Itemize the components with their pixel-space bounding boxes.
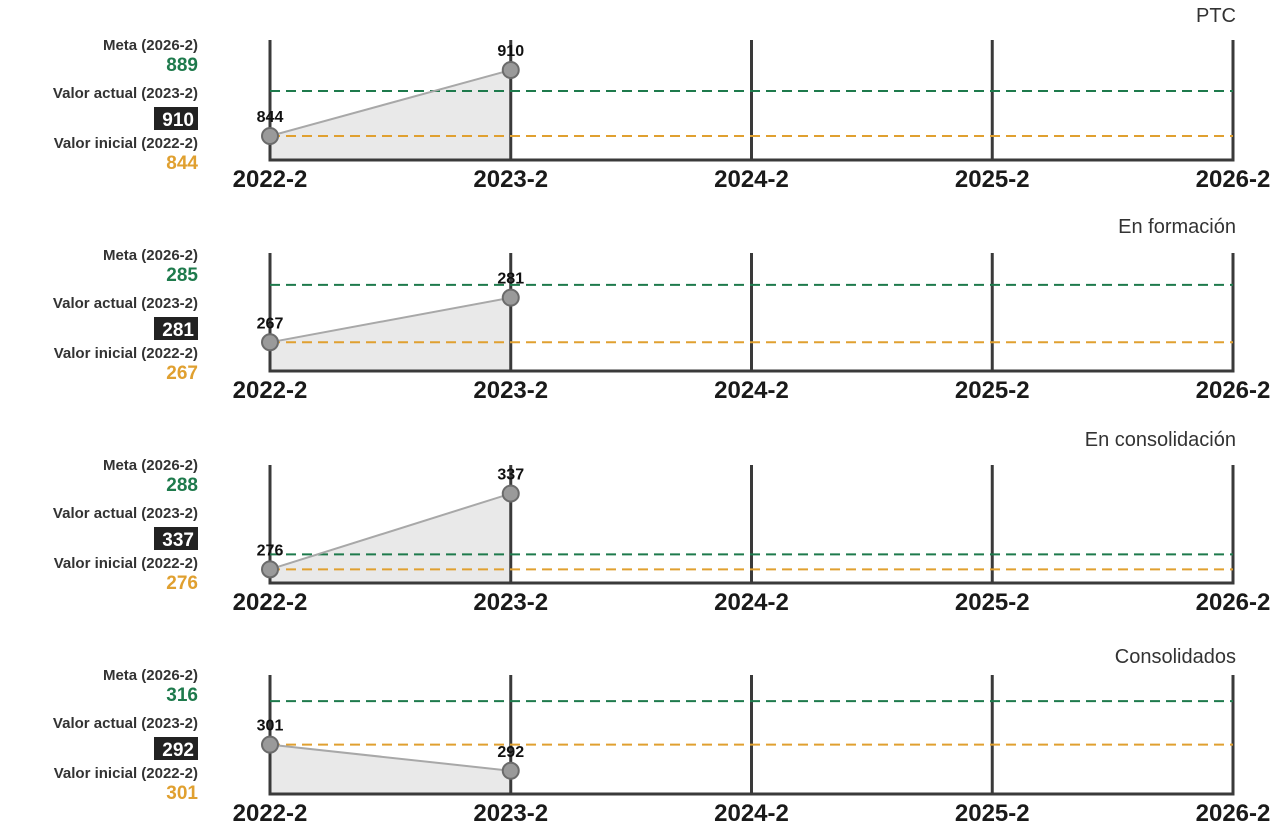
panel-3: En consolidación 276 337 2022-2 2023-2 2024-2… [53,429,1270,616]
x-tick-label: 2026-2 [1196,166,1271,193]
data-label: 301 [257,718,284,735]
actual-value: 281 [162,320,194,341]
data-label: 844 [257,109,284,126]
data-point [261,127,279,145]
data-label: 337 [497,467,524,484]
data-label: 292 [497,744,524,761]
series-line [269,492,512,571]
x-tick-label: 2023-2 [473,589,548,616]
actual-value: 337 [162,530,194,551]
meta-value: 288 [166,475,198,496]
actual-value-badge [154,527,198,550]
x-tick-label: 2022-2 [233,377,308,404]
x-tick-label: 2024-2 [714,166,789,193]
data-point [501,761,520,780]
initial-label: Valor inicial (2022-2) [54,135,198,152]
initial-value: 844 [166,153,198,174]
meta-label: Meta (2026-2) [103,457,198,474]
actual-label: Valor actual (2023-2) [53,85,198,102]
data-label: 276 [257,542,284,559]
x-tick-label: 2022-2 [233,589,308,616]
meta-label: Meta (2026-2) [103,247,198,264]
x-tick-label: 2023-2 [473,800,548,827]
data-point [261,735,279,754]
actual-value: 910 [162,110,194,131]
initial-label: Valor inicial (2022-2) [54,555,198,572]
x-tick-label: 2024-2 [714,377,789,404]
meta-label: Meta (2026-2) [103,667,198,684]
actual-value-badge [154,317,198,340]
meta-value: 889 [166,55,198,76]
data-label: 281 [497,271,524,288]
data-point [501,61,520,79]
data-point [501,484,520,503]
panel-title: En consolidación [1085,429,1236,451]
x-tick-label: 2024-2 [714,800,789,827]
x-tick-label: 2026-2 [1196,589,1271,616]
actual-label: Valor actual (2023-2) [53,505,198,522]
x-tick-label: 2025-2 [955,589,1030,616]
series-line [269,69,512,137]
x-tick-label: 2026-2 [1196,377,1271,404]
actual-value-badge [154,107,198,130]
x-tick-label: 2025-2 [955,377,1030,404]
data-point [501,288,520,307]
x-tick-label: 2024-2 [714,589,789,616]
series-line [269,296,511,344]
meta-value: 316 [166,685,198,706]
data-label: 910 [497,43,524,60]
x-tick-label: 2022-2 [233,800,308,827]
x-tick-label: 2023-2 [473,166,548,193]
initial-value: 301 [166,783,198,804]
series-area [270,493,511,583]
data-point [261,560,279,579]
series-line [269,743,511,772]
x-tick-label: 2026-2 [1196,800,1271,827]
initial-value: 267 [166,363,198,384]
x-tick-label: 2022-2 [233,166,308,193]
series-area [270,297,511,371]
data-label: 267 [257,315,284,332]
panel-title: Consolidados [1115,646,1236,668]
initial-label: Valor inicial (2022-2) [54,765,198,782]
actual-value-badge [154,737,198,760]
panel-title: PTC [1196,5,1236,27]
x-tick-label: 2025-2 [955,800,1030,827]
initial-value: 276 [166,573,198,594]
x-tick-label: 2025-2 [955,166,1030,193]
series-area [270,70,511,160]
x-tick-label: 2023-2 [473,377,548,404]
panel-1: PTC 844 910 2022-2 2023-2 2024-2 2025-2 2026-2 M… [53,5,1270,193]
meta-label: Meta (2026-2) [103,37,198,54]
meta-value: 285 [166,265,198,286]
series-area [270,744,511,794]
initial-label: Valor inicial (2022-2) [54,345,198,362]
panel-4: Consolidados 301 292 2022-2 2023-2 2024-2 2025… [53,646,1270,827]
data-point [261,333,279,352]
panel-2: En formación 267 281 2022-2 2023-2 2024-2 2025… [53,216,1270,404]
actual-label: Valor actual (2023-2) [53,295,198,312]
panel-title: En formación [1118,216,1236,238]
actual-value: 292 [162,740,194,761]
actual-label: Valor actual (2023-2) [53,715,198,732]
